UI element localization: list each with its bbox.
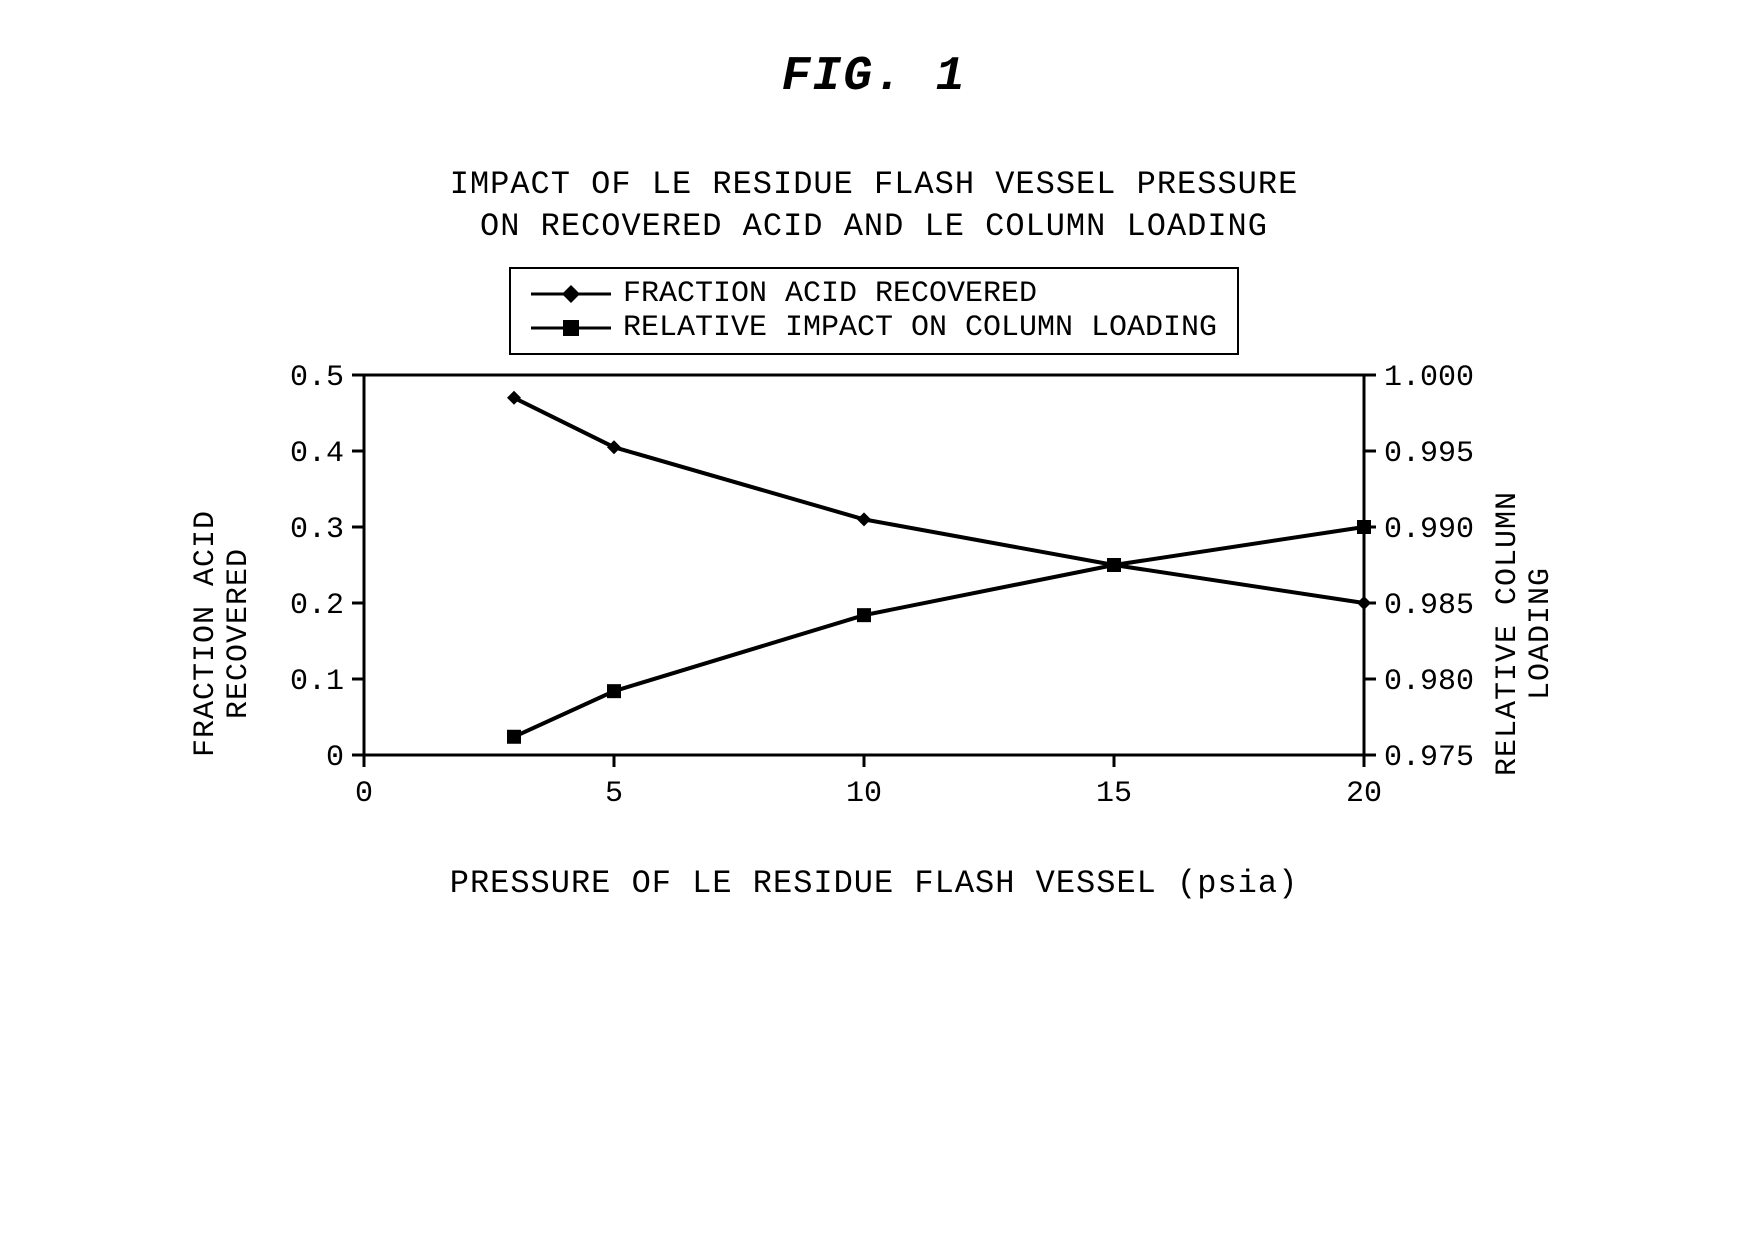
svg-text:0.975: 0.975 xyxy=(1384,741,1474,775)
plot-zone: 0 5 10 15 20 0 0.1 0.2 0.3 0.4 0.5 0.975 0.980 0.985 0… xyxy=(264,365,1484,902)
svg-text:0.3: 0.3 xyxy=(290,513,344,547)
legend-wrap: FRACTION ACID RECOVERED RELATIVE IMPACT … xyxy=(20,267,1728,365)
svg-text:0.980: 0.980 xyxy=(1384,665,1474,699)
x-axis-label: PRESSURE OF LE RESIDUE FLASH VESSEL (psi… xyxy=(264,865,1484,902)
svg-text:5: 5 xyxy=(605,777,623,811)
legend-row-2: RELATIVE IMPACT ON COLUMN LOADING xyxy=(531,311,1217,345)
ylabel-right-line1: RELATIVE COLUMN xyxy=(1491,491,1525,776)
svg-text:20: 20 xyxy=(1346,777,1382,811)
y-axis-label-right: RELATIVE COLUMN LOADING xyxy=(1492,491,1558,776)
legend-marker-diamond xyxy=(531,284,611,304)
legend-marker-square xyxy=(531,318,611,338)
svg-text:0: 0 xyxy=(355,777,373,811)
svg-text:0.995: 0.995 xyxy=(1384,437,1474,471)
legend-label-1: FRACTION ACID RECOVERED xyxy=(623,277,1037,311)
chart-svg: 0 5 10 15 20 0 0.1 0.2 0.3 0.4 0.5 0.975 0.980 0.985 0… xyxy=(264,365,1484,815)
svg-text:0.990: 0.990 xyxy=(1384,513,1474,547)
svg-text:0.2: 0.2 xyxy=(290,589,344,623)
svg-text:15: 15 xyxy=(1096,777,1132,811)
svg-text:0.4: 0.4 xyxy=(290,437,344,471)
ylabel-right-line2: LOADING xyxy=(1524,567,1558,700)
svg-text:0.5: 0.5 xyxy=(290,365,344,395)
figure-label: FIG. 1 xyxy=(20,50,1728,104)
ylabel-left-line2: RECOVERED xyxy=(222,548,256,719)
svg-text:1.000: 1.000 xyxy=(1384,365,1474,395)
ylabel-left-line1: FRACTION ACID xyxy=(189,510,223,757)
figure-container: FIG. 1 IMPACT OF LE RESIDUE FLASH VESSEL… xyxy=(20,20,1728,902)
legend-label-2: RELATIVE IMPACT ON COLUMN LOADING xyxy=(623,311,1217,345)
y-axis-label-left: FRACTION ACID RECOVERED xyxy=(190,510,256,757)
svg-text:0.1: 0.1 xyxy=(290,665,344,699)
chart-title: IMPACT OF LE RESIDUE FLASH VESSEL PRESSU… xyxy=(20,164,1728,247)
svg-text:0: 0 xyxy=(326,741,344,775)
legend-box: FRACTION ACID RECOVERED RELATIVE IMPACT … xyxy=(509,267,1239,355)
legend-row-1: FRACTION ACID RECOVERED xyxy=(531,277,1217,311)
svg-text:0.985: 0.985 xyxy=(1384,589,1474,623)
chart-area: FRACTION ACID RECOVERED 0510152000.10.20… xyxy=(20,365,1728,902)
svg-text:10: 10 xyxy=(846,777,882,811)
chart-title-line2: ON RECOVERED ACID AND LE COLUMN LOADING xyxy=(20,206,1728,248)
chart-title-line1: IMPACT OF LE RESIDUE FLASH VESSEL PRESSU… xyxy=(20,164,1728,206)
